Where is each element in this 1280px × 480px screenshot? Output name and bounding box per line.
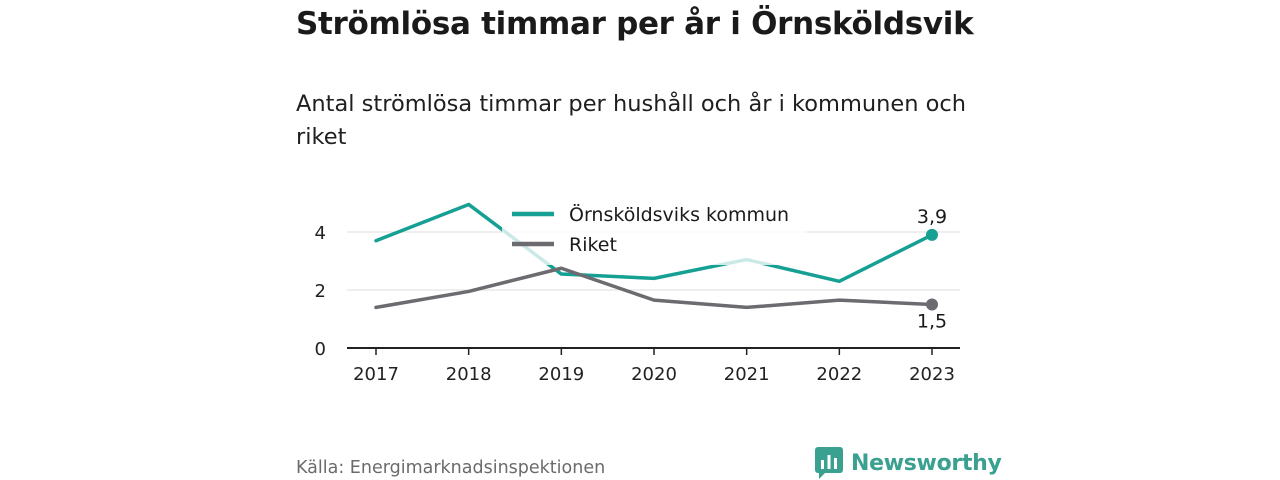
end-value-label-kommun: 3,9: [917, 206, 947, 228]
y-tick-label: 4: [315, 223, 326, 244]
y-tick-label: 0: [315, 339, 326, 360]
x-tick-label: 2021: [724, 364, 770, 385]
brand-name: Newsworthy: [851, 450, 1002, 476]
x-tick-label: 2017: [353, 364, 399, 385]
legend-background: [502, 199, 807, 265]
y-tick-label: 2: [315, 281, 326, 302]
legend-label: Riket: [569, 234, 617, 256]
end-value-label-riket: 1,5: [917, 311, 947, 333]
x-tick-label: 2023: [909, 364, 955, 385]
x-tick-label: 2022: [816, 364, 862, 385]
x-tick-label: 2020: [631, 364, 677, 385]
end-point-riket: [926, 298, 938, 311]
x-tick-label: 2018: [446, 364, 492, 385]
end-point-kommun: [926, 228, 938, 241]
chart-title: Strömlösa timmar per år i Örnsköldsvik: [296, 6, 974, 42]
series-line-kommun: [374, 202, 934, 284]
series-line-riket: [374, 266, 934, 310]
chart-subtitle: Antal strömlösa timmar per hushåll och å…: [296, 91, 967, 150]
legend-label: Örnsköldsviks kommun: [569, 203, 789, 226]
brand-logo[interactable]: Newsworthy: [815, 447, 1002, 479]
newsworthy-logo-icon: [815, 447, 843, 479]
source-note: Källa: Energimarknadsinspektionen: [296, 458, 606, 478]
x-tick-label: 2019: [538, 364, 584, 385]
